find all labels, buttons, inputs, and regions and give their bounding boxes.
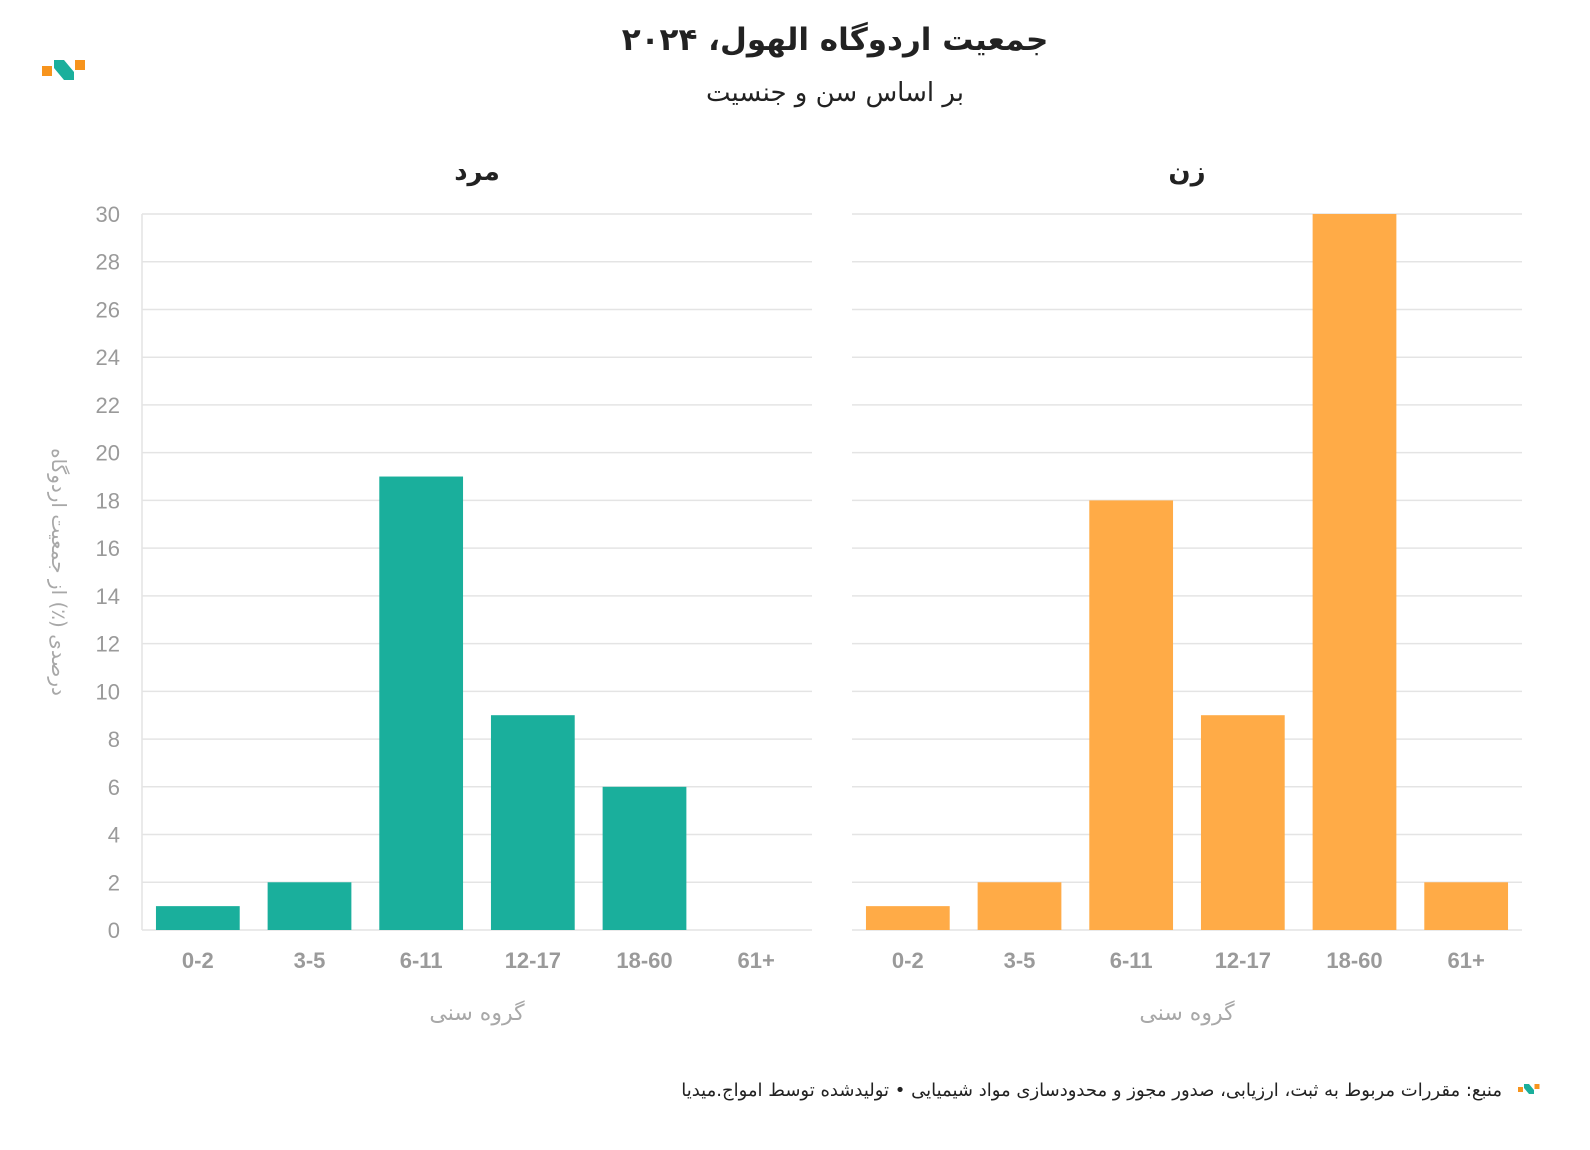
y-tick-label: 10 [96, 679, 120, 704]
bar [977, 882, 1062, 930]
brand-logo [42, 60, 85, 80]
footer-logo [1518, 1084, 1540, 1094]
bar [1200, 715, 1285, 930]
y-tick-label: 2 [108, 870, 120, 895]
y-tick-label: 12 [96, 632, 120, 657]
bar [155, 906, 240, 930]
bar [1312, 214, 1397, 930]
y-tick-label: 8 [108, 727, 120, 752]
y-tick-label: 24 [96, 345, 120, 370]
y-tick-label: 26 [96, 297, 120, 322]
x-tick-label: 3-5 [294, 948, 326, 973]
source-note: منبع: مقررات مربوط به ثبت، ارزیابی، صدور… [681, 1080, 1502, 1101]
chart-subtitle: بر اساس سن و جنسیت [706, 78, 964, 108]
y-tick-label: 20 [96, 441, 120, 466]
bar [379, 476, 464, 930]
panel-title: زن [1168, 157, 1205, 187]
y-tick-label: 14 [96, 584, 120, 609]
bar [490, 715, 575, 930]
panel-title: مرد [454, 157, 500, 187]
x-tick-label: 61+ [738, 948, 775, 973]
y-tick-label: 6 [108, 775, 120, 800]
y-axis-label: درصدی (٪) از جمعیت اردوگاه [47, 448, 71, 696]
y-tick-label: 22 [96, 393, 120, 418]
bar [865, 906, 950, 930]
x-tick-label: 12-17 [1215, 948, 1271, 973]
x-tick-label: 12-17 [505, 948, 561, 973]
x-tick-label: 6-11 [1110, 948, 1153, 973]
y-tick-label: 0 [108, 918, 120, 943]
y-tick-label: 16 [96, 536, 120, 561]
y-tick-label: 18 [96, 488, 120, 513]
bar [1089, 500, 1174, 930]
x-tick-label: 0-2 [892, 948, 924, 973]
x-tick-label: 18-60 [1326, 948, 1382, 973]
x-axis-label: گروه سنی [429, 1000, 525, 1026]
x-tick-label: 18-60 [616, 948, 672, 973]
bar [602, 786, 687, 930]
y-tick-label: 28 [96, 250, 120, 275]
chart-title: جمعیت اردوگاه الهول، ۲۰۲۴ [621, 22, 1049, 58]
bar [267, 882, 352, 930]
x-tick-label: 3-5 [1004, 948, 1036, 973]
x-tick-label: 0-2 [182, 948, 214, 973]
y-tick-label: 30 [96, 202, 120, 227]
x-tick-label: 61+ [1448, 948, 1485, 973]
bar [1424, 882, 1509, 930]
x-tick-label: 6-11 [400, 948, 443, 973]
x-axis-label: گروه سنی [1139, 1000, 1235, 1026]
y-tick-label: 4 [108, 823, 120, 848]
